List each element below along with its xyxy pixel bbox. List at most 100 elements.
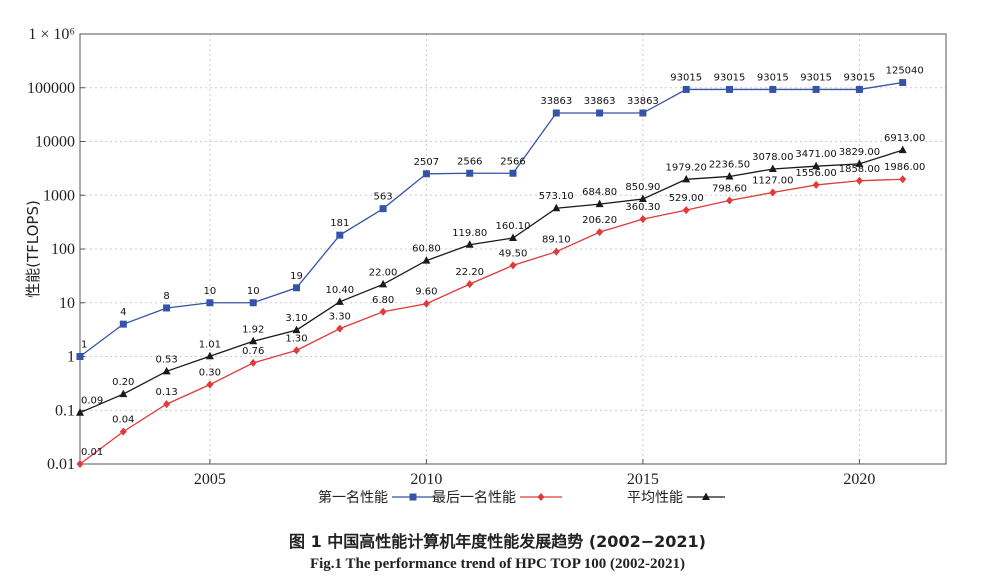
data-label: 33863 xyxy=(584,96,616,107)
data-label: 6.80 xyxy=(372,295,394,306)
point-marker xyxy=(596,109,604,117)
point-marker xyxy=(249,336,258,345)
data-label: 33863 xyxy=(540,96,572,107)
point-marker xyxy=(76,353,84,360)
point-marker xyxy=(537,493,545,501)
data-label: 119.80 xyxy=(452,228,487,239)
legend-label: 平均性能 xyxy=(627,490,683,506)
data-label: 0.09 xyxy=(81,396,103,407)
data-label: 93015 xyxy=(714,72,746,83)
point-marker xyxy=(466,280,474,289)
point-marker xyxy=(726,85,733,93)
point-marker xyxy=(336,231,344,239)
data-label: 60.80 xyxy=(412,244,441,255)
data-label: 0.20 xyxy=(112,377,134,388)
data-label: 2236.50 xyxy=(709,159,750,170)
data-label: 33863 xyxy=(627,96,659,107)
data-label: 3.10 xyxy=(285,313,307,324)
point-marker xyxy=(638,194,647,203)
average-performance-series: 0.09 0.20 0.53 1.01 1.92 3.10 10.40 22.00 60.80 1… xyxy=(76,133,925,416)
figure-caption-chinese: 图 1 中国高性能计算机年度性能发展趋势 (2002−2021) xyxy=(289,532,706,551)
data-label: 3078.00 xyxy=(752,152,793,163)
point-marker xyxy=(726,196,733,205)
point-marker xyxy=(855,159,864,167)
data-label: 1127.00 xyxy=(752,175,793,186)
data-label: 0.30 xyxy=(199,368,221,379)
point-marker xyxy=(898,145,907,154)
point-marker xyxy=(639,215,647,224)
point-marker xyxy=(465,240,474,248)
point-marker xyxy=(682,85,690,93)
data-label: 1.01 xyxy=(199,339,221,350)
point-marker xyxy=(76,460,84,468)
point-marker xyxy=(899,175,907,184)
data-label: 125040 xyxy=(886,66,924,77)
data-label: 1858.00 xyxy=(839,164,880,175)
data-label: 3471.00 xyxy=(795,149,836,160)
data-label: 0.53 xyxy=(155,354,177,365)
data-label: 22.20 xyxy=(455,267,484,278)
point-marker xyxy=(422,256,431,264)
last-performance-series: 0.01 0.04 0.13 0.30 0.76 1.30 3.30 6.80 9.60 22.2… xyxy=(76,162,925,468)
point-marker xyxy=(379,205,387,213)
data-label: 9.60 xyxy=(415,287,437,298)
y-tick-label: 10000 xyxy=(35,134,75,151)
data-label: 22.00 xyxy=(369,267,398,278)
data-label: 1979.20 xyxy=(666,162,707,173)
data-label: 0.01 xyxy=(81,447,103,458)
data-label: 684.80 xyxy=(582,187,617,198)
point-marker xyxy=(119,320,127,328)
data-label: 2566 xyxy=(457,156,482,167)
data-label: 89.10 xyxy=(542,235,571,246)
point-marker xyxy=(466,169,474,177)
x-tick-label: 2005 xyxy=(194,471,226,488)
data-label: 1.30 xyxy=(285,333,307,344)
point-marker xyxy=(725,171,734,180)
point-marker xyxy=(509,233,517,242)
point-marker xyxy=(509,169,517,177)
data-label: 93015 xyxy=(800,72,832,83)
data-label: 798.60 xyxy=(712,183,747,194)
data-label: 93015 xyxy=(843,72,875,83)
point-marker xyxy=(595,199,604,208)
data-label: 160.10 xyxy=(496,221,531,232)
point-marker xyxy=(293,346,300,355)
average-performance-line xyxy=(79,149,903,414)
data-label: 850.90 xyxy=(625,182,660,193)
data-label: 573.10 xyxy=(539,191,574,202)
point-marker xyxy=(769,188,777,197)
y-axis-title: 性能(TFLOPS) xyxy=(24,200,42,298)
point-marker xyxy=(596,228,604,237)
data-label: 529.00 xyxy=(669,193,704,204)
data-label: 1556.00 xyxy=(795,168,836,179)
y-tick-label: 0.01 xyxy=(47,456,75,473)
x-tick-label: 2020 xyxy=(843,471,875,488)
data-label: 360.30 xyxy=(625,202,660,213)
data-label: 0.76 xyxy=(242,346,264,357)
point-marker xyxy=(205,351,214,360)
data-label: 563 xyxy=(374,192,393,203)
data-label: 2507 xyxy=(414,157,439,168)
point-marker xyxy=(292,325,301,334)
point-marker xyxy=(422,299,430,308)
point-marker xyxy=(163,304,171,312)
y-tick-label: 1 xyxy=(67,349,75,366)
point-marker xyxy=(552,247,560,256)
data-label: 206.20 xyxy=(582,215,617,226)
data-label: 19 xyxy=(290,271,303,282)
data-label: 181 xyxy=(330,218,349,229)
data-label: 1 xyxy=(81,340,87,351)
data-label: 1.92 xyxy=(242,324,264,335)
data-label: 10 xyxy=(204,286,217,297)
point-marker xyxy=(812,161,821,170)
legend-label: 最后一名性能 xyxy=(432,490,516,506)
data-label: 10.40 xyxy=(325,285,354,296)
point-marker xyxy=(249,358,257,367)
point-marker xyxy=(379,279,388,288)
point-marker xyxy=(163,400,171,409)
point-marker xyxy=(119,389,128,398)
point-marker xyxy=(249,299,257,307)
point-marker xyxy=(812,85,820,93)
data-label: 93015 xyxy=(757,72,789,83)
performance-chart: 0.01 0.1 1 10 100 1000 10000 100000 1 × 10⁶ 2005 2… xyxy=(24,26,947,506)
